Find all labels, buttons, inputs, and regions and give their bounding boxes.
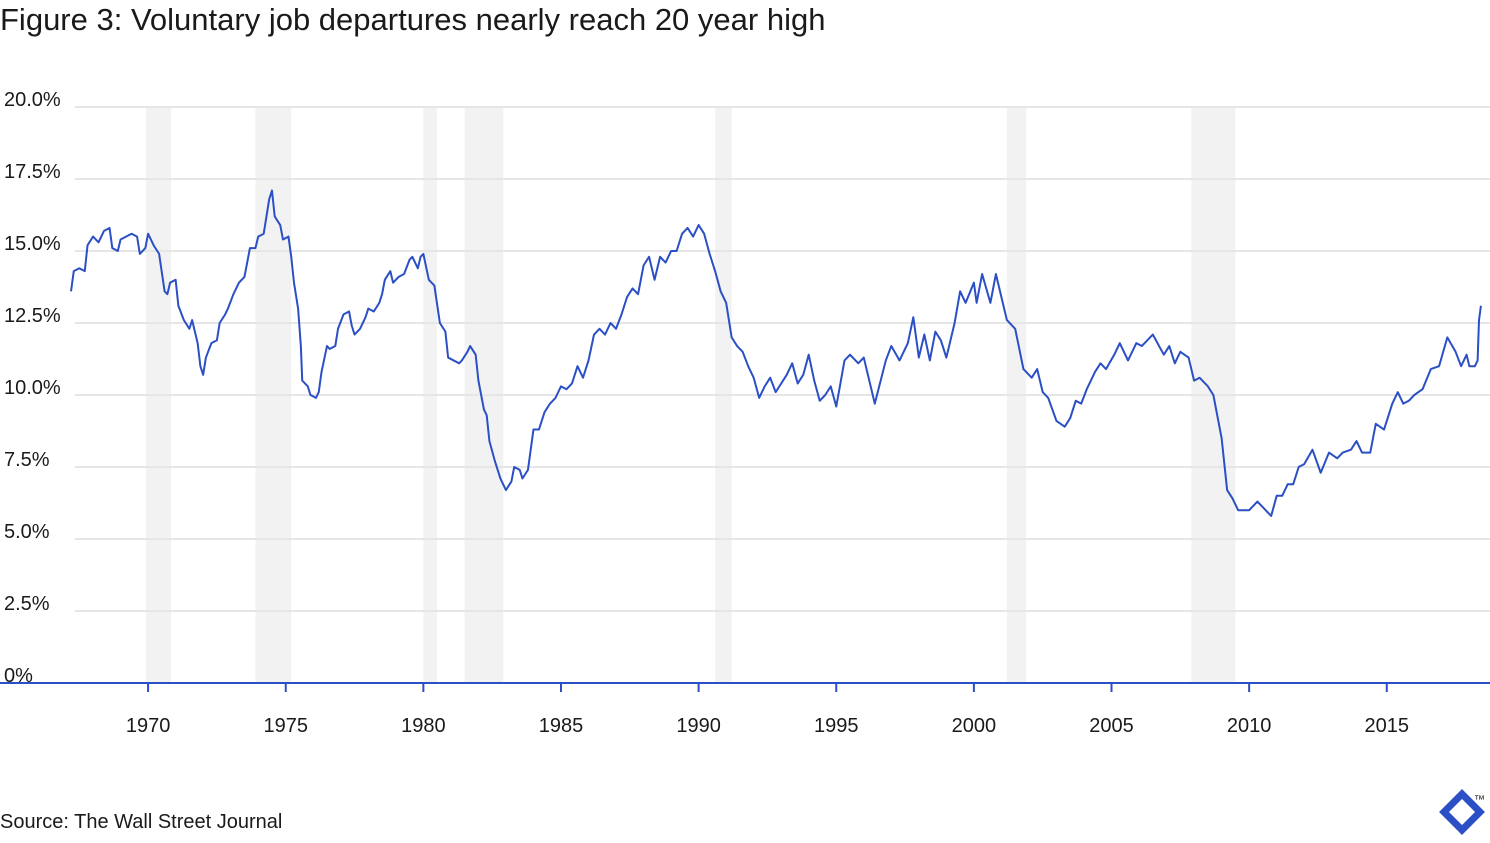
y-tick-label: 2.5% — [4, 593, 50, 615]
logo-shape — [1439, 789, 1485, 835]
x-tick-label: 1985 — [539, 715, 584, 737]
y-tick-label: 17.5% — [4, 161, 61, 183]
x-tick-label: 2010 — [1227, 715, 1272, 737]
y-tick-label: 7.5% — [4, 449, 50, 471]
chart-title: Figure 3: Voluntary job departures nearl… — [0, 2, 825, 37]
x-tick-label: 2000 — [952, 715, 997, 737]
y-tick-label: 12.5% — [4, 305, 61, 327]
y-tick-label: 15.0% — [4, 233, 61, 255]
y-tick-label: 5.0% — [4, 521, 50, 543]
logo: ™ — [1439, 789, 1485, 835]
source-note: Source: The Wall Street Journal — [0, 811, 282, 833]
logo-text: ™ — [1474, 794, 1485, 806]
x-tick-label: 2005 — [1089, 715, 1134, 737]
x-tick-label: 2015 — [1365, 715, 1410, 737]
data-line — [70, 189, 1482, 517]
y-tick-label: 10.0% — [4, 377, 61, 399]
y-tick-label: 0% — [4, 665, 33, 687]
y-tick-label: 20.0% — [4, 89, 61, 111]
x-tick-label: 1975 — [263, 715, 308, 737]
x-tick-label: 1980 — [401, 715, 446, 737]
plot-area — [75, 106, 1490, 683]
x-tick-label: 1995 — [814, 715, 859, 737]
x-tick-label: 1990 — [676, 715, 721, 737]
x-tick-label: 1970 — [126, 715, 171, 737]
